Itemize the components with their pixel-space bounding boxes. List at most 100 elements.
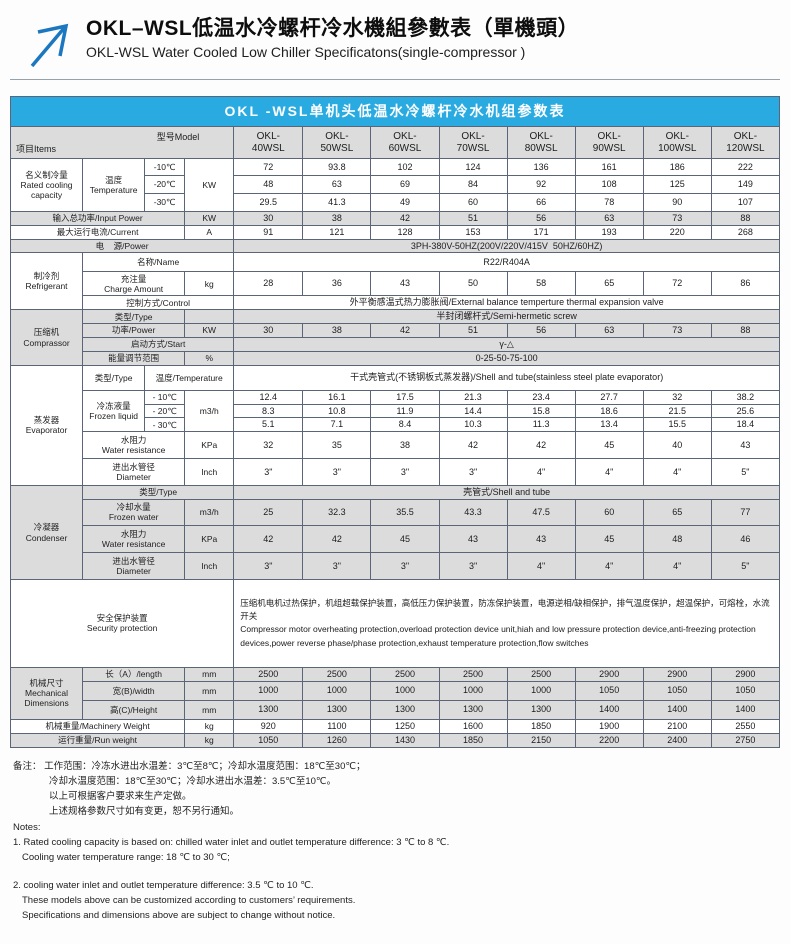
value-cell: 136	[506, 158, 576, 176]
value-cell: 93.8	[302, 158, 372, 176]
row-label: 功率/Power	[82, 323, 186, 338]
value-cell: 48	[642, 524, 712, 553]
value-cell: 25.6	[710, 403, 781, 419]
value-cell: 16.1	[302, 389, 372, 405]
value-cell: 90	[642, 193, 712, 212]
value-cell: R22/R404A	[233, 252, 780, 273]
value-cell: 69	[370, 175, 440, 194]
value-cell: 2750	[710, 732, 781, 748]
value-cell: 1850	[438, 732, 508, 748]
unit-cell: %	[184, 350, 235, 366]
value-cell: 3"	[302, 551, 372, 580]
value-cell: 40	[642, 431, 712, 460]
value-cell: 5"	[710, 551, 781, 580]
value-cell: 32	[642, 389, 712, 405]
value-cell: 51	[438, 211, 508, 226]
value-cell: 1430	[370, 732, 440, 748]
value-cell: 107	[710, 193, 781, 212]
value-cell: 32.3	[302, 498, 372, 526]
value-cell: 78	[574, 193, 644, 212]
row-label: 类型/Type	[82, 485, 235, 500]
value-cell: 56	[506, 211, 576, 226]
row-label: 水阻力 Water resistance	[82, 524, 186, 553]
value-cell: 50	[438, 271, 508, 297]
value-cell: 15.8	[506, 403, 576, 419]
unit-cell: m3/h	[184, 389, 235, 433]
value-cell: 222	[710, 158, 781, 176]
unit-cell: A	[184, 224, 235, 240]
value-cell: 1900	[574, 718, 644, 734]
value-cell: 92	[506, 175, 576, 194]
row-label: 安全保护装置 Security protection	[9, 578, 235, 668]
row-label: - 20℃	[144, 403, 186, 419]
value-cell: 88	[710, 211, 781, 226]
value-cell: 3"	[438, 458, 508, 487]
unit-cell: mm	[184, 666, 235, 682]
row-label: - 10℃	[144, 389, 186, 405]
value-cell: 45	[574, 524, 644, 553]
value-cell: 干式壳管式(不锈钢板式蒸发器)/Shell and tube(stainless…	[233, 364, 780, 391]
model-header: OKL- 70WSL	[438, 126, 508, 159]
value-cell: 1400	[574, 699, 644, 720]
row-label: -30℃	[144, 193, 186, 212]
note-line-en: These models above can be customized acc…	[22, 895, 356, 907]
value-cell: 42	[506, 431, 576, 460]
model-header: OKL- 50WSL	[302, 126, 372, 159]
value-cell: 43	[370, 271, 440, 297]
value-cell: 8.3	[233, 403, 304, 419]
value-cell: 38	[302, 323, 372, 338]
value-cell: 2400	[642, 732, 712, 748]
row-label: 名称/Name	[82, 252, 235, 273]
value-cell: 46	[710, 524, 781, 553]
row-label: - 30℃	[144, 417, 186, 433]
row-label: 蒸发器 Evaporator	[9, 364, 84, 487]
value-cell: 外平衡感温式热力膨胀阀/External balance temperture …	[233, 295, 780, 311]
row-label: 冷凝器 Condenser	[9, 485, 84, 580]
model-header: OKL- 90WSL	[574, 126, 644, 159]
row-label: 电 源/Power	[9, 238, 235, 254]
note-line-en: Cooling water temperature range: 18 ℃ to…	[22, 851, 230, 863]
row-label: 温度/Temperature	[144, 364, 235, 391]
value-cell: 4"	[574, 458, 644, 487]
note-line-cn: 冷却水温度范围：18℃至30℃；冷却水进出水温差：3.5℃至10℃。	[49, 775, 337, 787]
value-cell: 30	[233, 211, 304, 226]
value-cell: 3"	[302, 458, 372, 487]
unit-cell: KW	[184, 323, 235, 338]
value-cell: 149	[710, 175, 781, 194]
note-line-en: Notes:	[13, 821, 41, 833]
value-cell: 63	[574, 323, 644, 338]
spec-table-body: OKL -WSL单机头低温水冷螺杆冷水机组参数表 型号Model 项目Items OK…	[9, 96, 781, 748]
row-label: 长（A）/length	[82, 666, 186, 682]
value-cell: 18.4	[710, 417, 781, 433]
value-cell: 3PH-380V-50HZ(200V/220V/415V 50HZ/60HZ)	[233, 238, 780, 254]
row-label: 进出水管径 Diameter	[82, 551, 186, 580]
value-cell: 42	[438, 431, 508, 460]
value-cell: 半封闭螺杆式/Semi-hermetic screw	[233, 309, 780, 325]
note-line-cn: 上述规格参数尺寸如有变更，恕不另行通知。	[49, 806, 240, 818]
value-cell: 920	[233, 718, 304, 734]
row-label: 压缩机 Comprassor	[9, 309, 84, 366]
value-cell: 3"	[233, 458, 304, 487]
unit-cell: kg	[184, 271, 235, 297]
value-cell: 1300	[233, 699, 304, 720]
unit-cell: kg	[184, 718, 235, 734]
value-cell: 4"	[574, 551, 644, 580]
value-cell: 4"	[642, 458, 712, 487]
row-label: 冷冻液量 Frozen liquid	[82, 389, 146, 433]
value-cell: 2100	[642, 718, 712, 734]
value-cell: 35	[302, 431, 372, 460]
value-cell: 23.4	[506, 389, 576, 405]
value-cell: 66	[506, 193, 576, 212]
value-cell: 1000	[233, 680, 304, 701]
value-cell: 125	[642, 175, 712, 194]
value-cell: 268	[710, 224, 781, 240]
value-cell: 1250	[370, 718, 440, 734]
value-cell: 186	[642, 158, 712, 176]
unit-cell	[184, 309, 235, 325]
row-label: 启动方式/Start	[82, 336, 235, 352]
note-line-cn: 备注： 工作范围：冷冻水进出水温差：3℃至8℃；冷却水温度范围：18℃至30℃；	[13, 760, 366, 772]
value-cell: 1300	[438, 699, 508, 720]
value-cell: 47.5	[506, 498, 576, 526]
model-header: OKL- 120WSL	[710, 126, 781, 159]
row-label: 名义制冷量 Rated cooling capacity	[9, 158, 84, 212]
